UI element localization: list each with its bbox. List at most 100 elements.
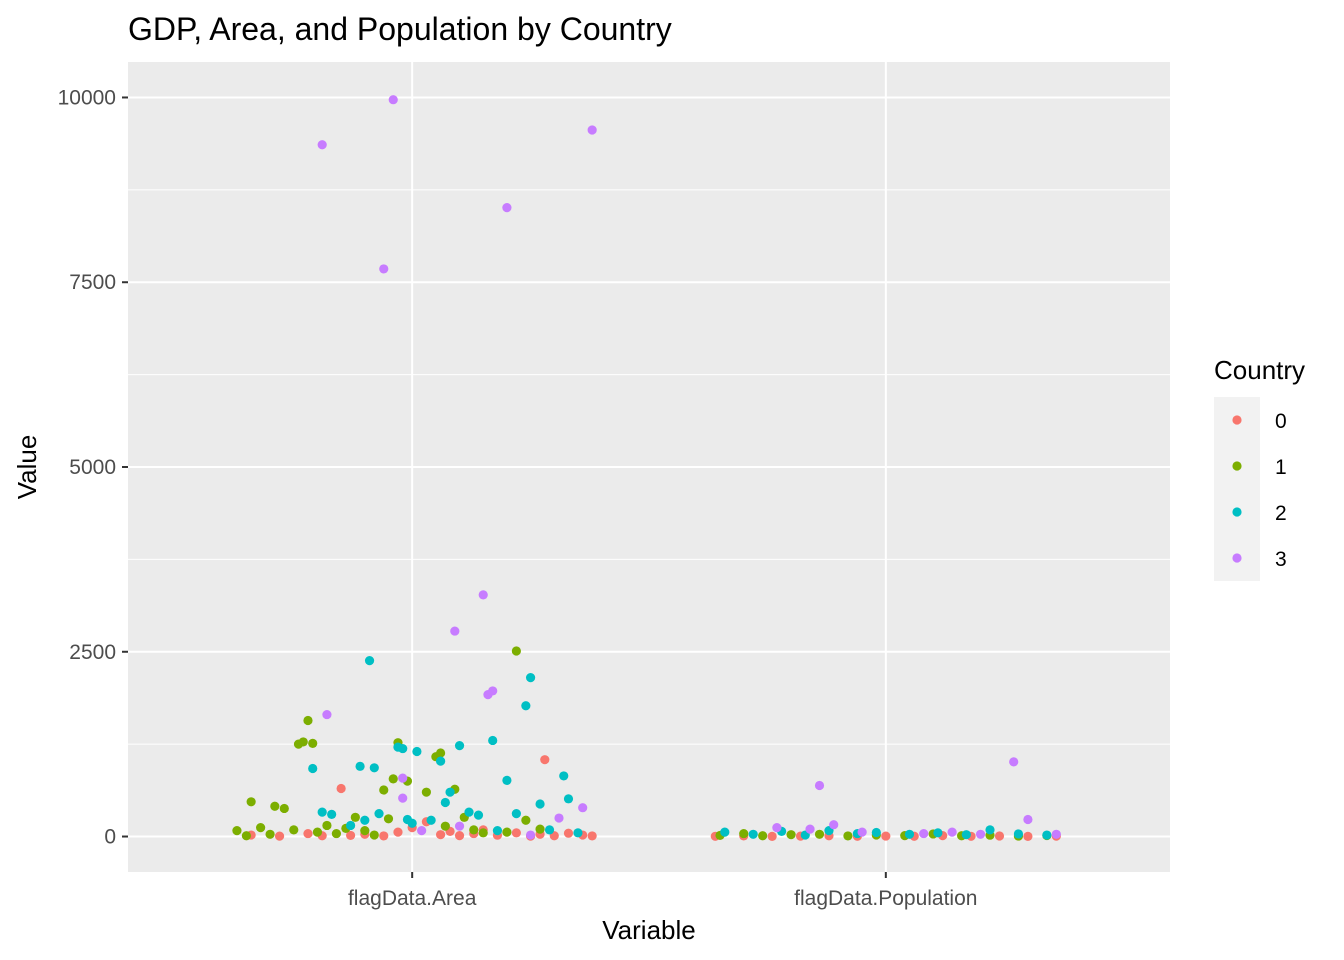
data-point-series-1 <box>440 821 450 831</box>
data-point-series-0 <box>563 828 574 838</box>
data-point-series-2 <box>544 825 555 835</box>
data-point-series-1 <box>232 826 242 836</box>
data-point-series-3 <box>525 830 536 840</box>
data-point-series-2 <box>426 815 436 825</box>
data-point-series-2 <box>346 820 356 831</box>
data-point-series-2 <box>559 771 569 781</box>
data-point-series-1 <box>436 748 446 758</box>
legend-key-0 <box>1232 415 1242 425</box>
data-point-series-3 <box>587 125 597 135</box>
data-point-series-2 <box>1013 829 1024 839</box>
legend-key-1 <box>1232 461 1242 471</box>
y-axis: 0 2500 5000 7500 10000 <box>58 86 128 849</box>
legend-key-background <box>1214 397 1260 581</box>
legend-title: Country <box>1214 355 1305 385</box>
data-point-series-2 <box>521 701 531 711</box>
y-tick-label: 10000 <box>58 86 116 109</box>
data-point-series-1 <box>535 824 545 834</box>
data-point-series-3 <box>975 829 986 839</box>
data-point-series-1 <box>241 831 252 841</box>
data-point-series-2 <box>454 741 465 751</box>
y-axis-title: Value <box>12 435 42 500</box>
data-point-series-3 <box>488 686 498 696</box>
data-point-series-0 <box>994 831 1005 841</box>
data-point-series-3 <box>857 827 867 837</box>
data-point-series-2 <box>488 735 498 746</box>
data-point-series-2 <box>317 807 327 817</box>
legend-label: 3 <box>1275 548 1287 571</box>
data-point-series-1 <box>521 815 531 825</box>
data-point-series-0 <box>274 831 285 841</box>
data-point-series-3 <box>502 202 512 213</box>
data-point-series-1 <box>331 828 341 839</box>
data-point-series-1 <box>369 830 379 840</box>
data-point-series-1 <box>739 828 749 839</box>
data-point-series-1 <box>246 797 256 807</box>
data-point-series-3 <box>1023 814 1033 825</box>
data-point-series-0 <box>336 783 346 794</box>
x-tick-label: flagData.Area <box>348 887 477 910</box>
chart-title: GDP, Area, and Population by Country <box>128 11 672 47</box>
data-point-series-3 <box>454 821 465 831</box>
data-point-series-0 <box>1023 831 1033 841</box>
legend: Country 0 1 2 3 <box>1214 355 1305 581</box>
data-point-series-2 <box>961 830 971 840</box>
data-point-series-2 <box>511 809 521 819</box>
data-point-series-2 <box>535 799 545 809</box>
data-point-series-3 <box>478 590 488 600</box>
x-axis-title: Variable <box>602 915 695 945</box>
data-point-series-1 <box>298 737 308 747</box>
data-point-series-0 <box>346 830 356 841</box>
data-point-series-1 <box>256 823 266 833</box>
data-point-series-2 <box>464 807 474 817</box>
major-gridlines <box>128 62 1170 872</box>
data-point-series-2 <box>871 827 881 838</box>
data-point-series-2 <box>1042 830 1052 840</box>
data-point-series-0 <box>379 831 389 841</box>
data-point-series-3 <box>805 824 815 834</box>
data-point-series-1 <box>421 787 431 797</box>
data-point-series-2 <box>563 794 574 804</box>
data-point-series-1 <box>322 820 332 831</box>
data-point-series-0 <box>393 827 403 837</box>
data-point-series-0 <box>454 831 465 841</box>
data-point-series-1 <box>469 825 479 835</box>
data-point-series-3 <box>554 813 564 823</box>
legend-key-2 <box>1232 507 1242 517</box>
x-axis: flagData.Area flagData.Population <box>348 872 977 910</box>
data-points <box>232 95 1061 841</box>
data-point-series-3 <box>322 709 332 720</box>
data-point-series-3 <box>829 820 839 830</box>
data-point-series-1 <box>786 830 796 840</box>
data-point-series-1 <box>308 738 318 749</box>
data-point-series-3 <box>919 828 929 839</box>
data-point-series-2 <box>933 828 943 838</box>
data-point-series-0 <box>303 828 313 839</box>
data-point-series-2 <box>360 815 370 825</box>
data-point-series-1 <box>502 827 512 837</box>
data-point-series-3 <box>450 626 460 636</box>
data-point-series-3 <box>317 140 327 150</box>
data-point-series-3 <box>578 803 588 813</box>
y-tick-label: 2500 <box>69 641 116 664</box>
legend-label: 1 <box>1275 456 1287 479</box>
data-point-series-2 <box>573 828 583 838</box>
data-point-series-3 <box>398 793 408 803</box>
data-point-series-2 <box>398 743 408 754</box>
data-point-series-1 <box>289 825 299 835</box>
data-point-series-2 <box>374 809 384 819</box>
legend-label: 0 <box>1275 410 1287 433</box>
data-point-series-2 <box>748 829 758 839</box>
data-point-series-0 <box>587 831 597 841</box>
data-point-series-2 <box>473 810 484 820</box>
data-point-series-2 <box>525 673 536 683</box>
data-point-series-1 <box>511 646 521 656</box>
data-point-series-0 <box>436 830 446 840</box>
data-point-series-1 <box>758 831 768 841</box>
legend-label: 2 <box>1275 502 1287 525</box>
data-point-series-1 <box>388 774 398 784</box>
data-point-series-2 <box>502 775 512 785</box>
data-point-series-0 <box>540 755 550 765</box>
data-point-series-3 <box>388 95 398 105</box>
